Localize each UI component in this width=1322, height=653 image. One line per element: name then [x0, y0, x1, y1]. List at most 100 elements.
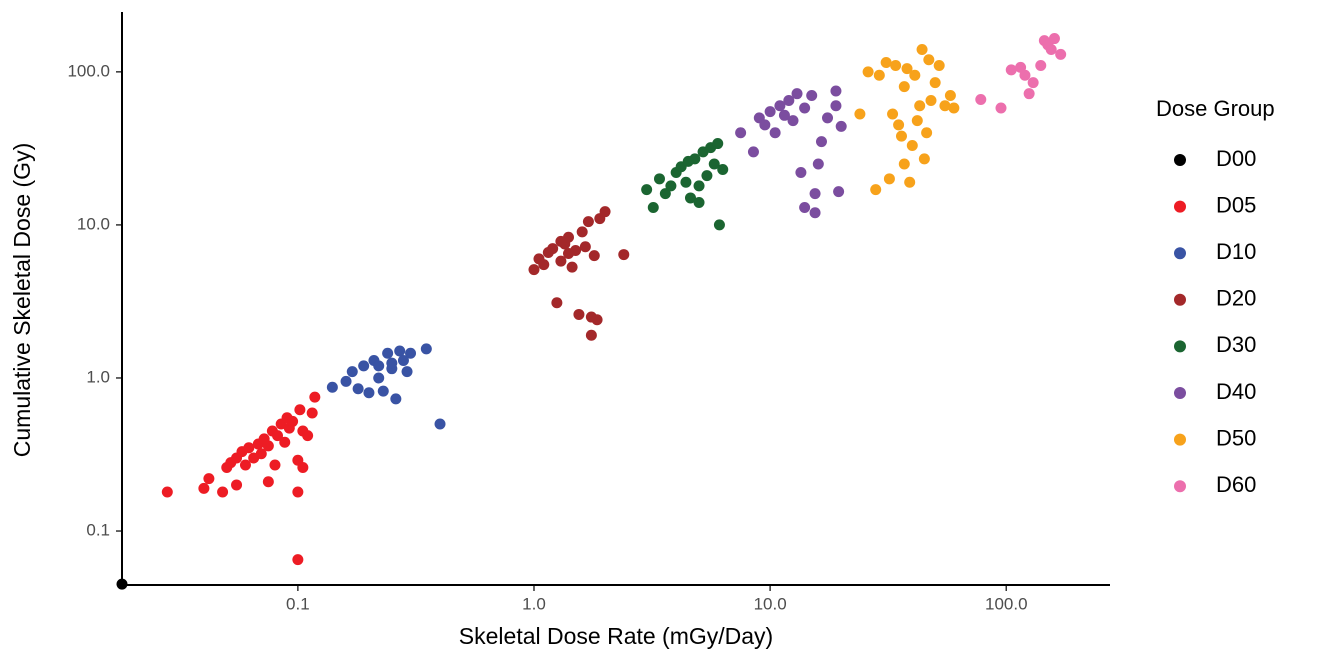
- legend-marker: [1174, 433, 1186, 446]
- point: [659, 188, 671, 200]
- point: [1027, 77, 1039, 89]
- point: [302, 430, 314, 442]
- legend-marker: [1174, 387, 1186, 399]
- point: [835, 120, 847, 132]
- legend-marker: [1174, 340, 1186, 353]
- point: [1048, 33, 1060, 45]
- point: [358, 360, 370, 372]
- legend-marker: [1174, 480, 1186, 493]
- point: [701, 170, 713, 182]
- point: [854, 108, 866, 120]
- point: [778, 109, 790, 121]
- point: [680, 176, 692, 188]
- point: [647, 201, 659, 213]
- point: [995, 102, 1007, 114]
- legend-label: D00: [1216, 146, 1256, 171]
- point: [576, 226, 588, 238]
- point: [555, 255, 567, 267]
- point: [618, 249, 630, 261]
- point: [769, 127, 781, 139]
- point: [830, 85, 842, 97]
- point: [292, 554, 304, 566]
- point: [116, 578, 128, 590]
- point: [921, 127, 933, 139]
- point: [809, 188, 821, 200]
- legend-label: D40: [1216, 379, 1256, 404]
- point: [898, 81, 910, 93]
- point: [1045, 43, 1057, 55]
- point: [684, 192, 696, 204]
- point: [1005, 64, 1017, 76]
- point: [713, 219, 725, 231]
- point: [747, 146, 759, 158]
- point: [925, 94, 937, 106]
- point: [883, 173, 895, 185]
- point: [783, 94, 795, 106]
- point: [547, 243, 559, 255]
- point: [394, 345, 406, 357]
- point: [787, 115, 799, 127]
- point: [901, 63, 913, 75]
- point: [815, 136, 827, 148]
- point: [579, 241, 591, 253]
- point: [538, 259, 550, 271]
- point: [262, 476, 274, 488]
- legend-label: D10: [1216, 239, 1256, 264]
- point: [898, 158, 910, 170]
- point: [906, 140, 918, 152]
- point: [562, 248, 574, 260]
- point: [297, 462, 309, 474]
- legend-marker: [1174, 200, 1186, 213]
- point: [352, 383, 364, 395]
- x-axis-title: Skeletal Dose Rate (mGy/Day): [459, 623, 773, 649]
- legend-label: D50: [1216, 425, 1256, 450]
- point: [231, 479, 243, 491]
- legend-marker: [1174, 293, 1186, 306]
- point: [799, 102, 811, 114]
- point: [887, 108, 899, 120]
- point: [665, 180, 677, 192]
- x-tick-label: 10.0: [754, 594, 787, 613]
- legend-title: Dose Group: [1156, 96, 1275, 121]
- point: [588, 250, 600, 262]
- point: [555, 235, 567, 247]
- point: [717, 164, 729, 176]
- point: [682, 155, 694, 167]
- point: [1019, 69, 1031, 81]
- point: [873, 69, 885, 81]
- point: [939, 100, 951, 112]
- point: [420, 343, 432, 355]
- point: [735, 127, 747, 139]
- point: [880, 57, 892, 69]
- point: [759, 119, 771, 131]
- point: [933, 60, 945, 72]
- point: [239, 459, 251, 471]
- point: [830, 100, 842, 112]
- point: [203, 473, 215, 485]
- x-tick-label: 1.0: [522, 594, 546, 613]
- point: [386, 357, 398, 369]
- point: [712, 138, 724, 150]
- point: [373, 360, 385, 372]
- point: [911, 115, 923, 127]
- point: [373, 372, 385, 384]
- point: [822, 112, 834, 124]
- legend-label: D30: [1216, 332, 1256, 357]
- point: [401, 366, 413, 378]
- point: [217, 486, 229, 498]
- point: [405, 347, 417, 359]
- point: [693, 197, 705, 209]
- point: [272, 430, 284, 442]
- point: [382, 347, 394, 359]
- point: [599, 206, 611, 218]
- point: [914, 100, 926, 112]
- point: [870, 184, 882, 196]
- point: [309, 391, 321, 403]
- x-tick-label: 0.1: [286, 594, 310, 613]
- point: [434, 418, 446, 430]
- point: [1023, 88, 1035, 100]
- point: [923, 54, 935, 66]
- point: [890, 60, 902, 72]
- point: [255, 448, 267, 460]
